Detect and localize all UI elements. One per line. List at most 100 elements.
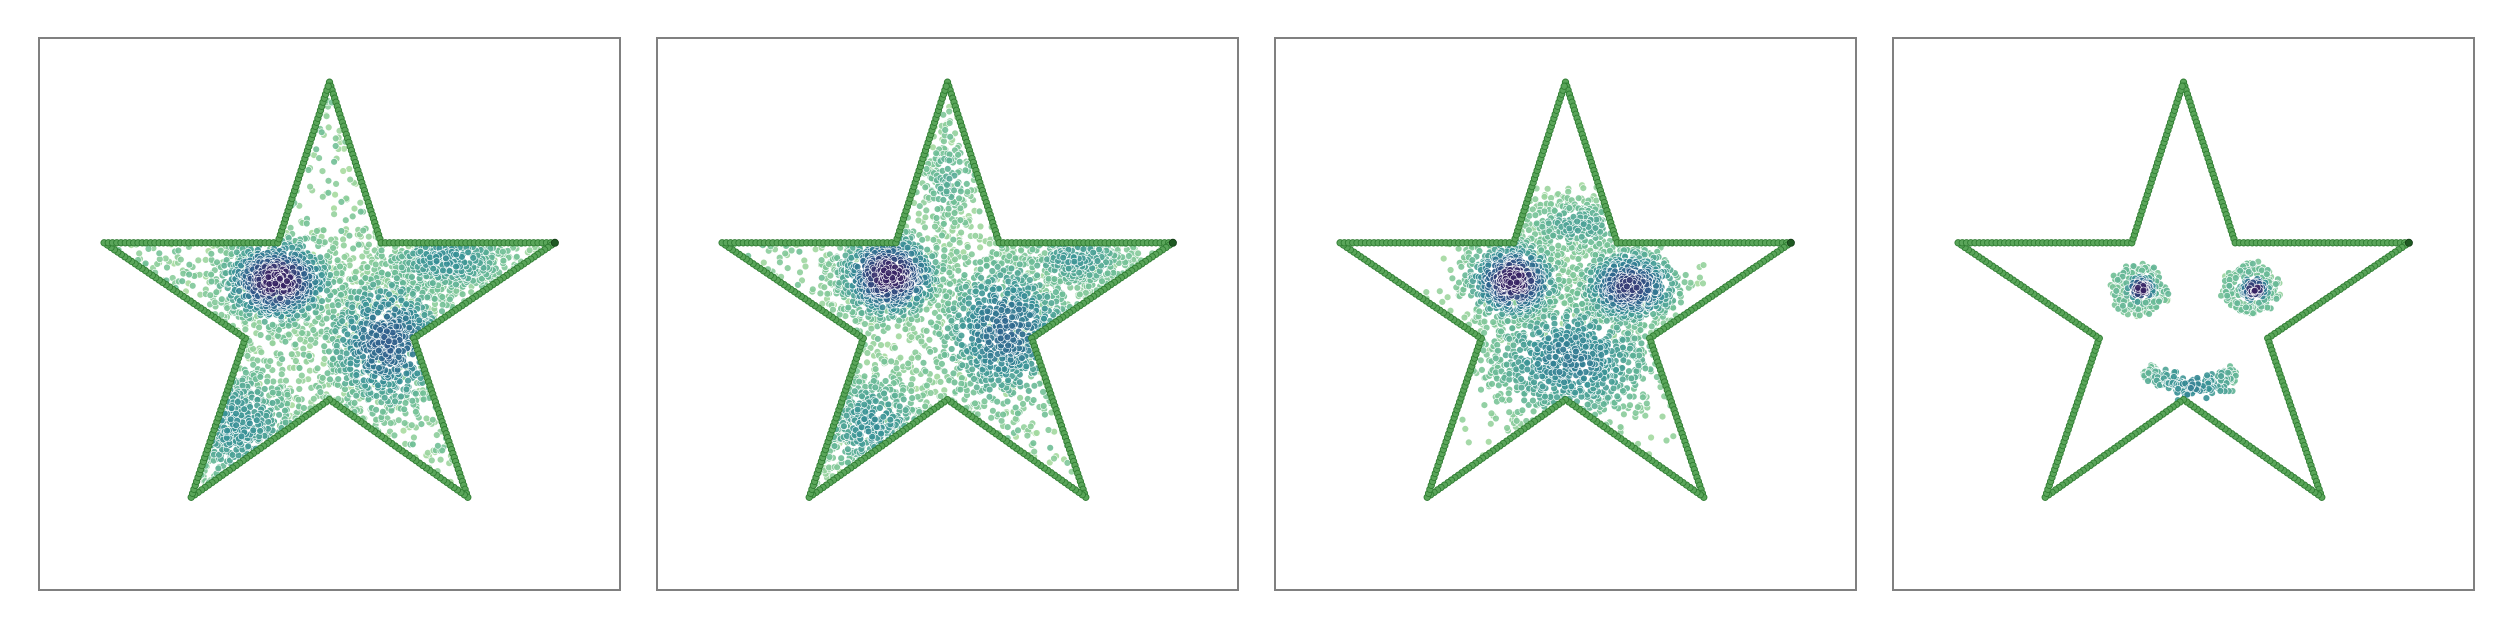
scatter-point (366, 241, 373, 248)
scatter-point (937, 379, 944, 386)
scatter-point (920, 359, 927, 366)
scatter-point (250, 427, 257, 434)
scatter-point (470, 255, 477, 262)
scatter-point (964, 244, 971, 251)
scatter-point (365, 307, 372, 314)
scatter-point (983, 256, 990, 263)
scatter-point (956, 158, 963, 165)
scatter-point (1006, 253, 1013, 260)
scatter-point (923, 207, 930, 214)
scatter-point (439, 294, 446, 301)
scatter-point (287, 224, 294, 231)
scatter-point (927, 348, 934, 355)
scatter-point (988, 414, 995, 421)
scatter-point (296, 386, 303, 393)
scatter-point (1004, 398, 1011, 405)
scatter-point (945, 300, 952, 307)
scatter-point (360, 326, 367, 333)
scatter-point (288, 351, 295, 358)
scatter-point (319, 168, 326, 175)
scatter-point (957, 188, 964, 195)
scatter-point (1126, 253, 1133, 260)
scatter-point (277, 295, 284, 302)
scatter-point (376, 365, 383, 372)
scatter-point (784, 265, 791, 272)
scatter-point (320, 227, 327, 234)
scatter-point (330, 245, 337, 252)
scatter-point (1099, 278, 1106, 285)
scatter-point (265, 334, 272, 341)
scatter-point (239, 382, 246, 389)
scatter-point (342, 217, 349, 224)
scatter-point (326, 348, 333, 355)
scatter-point (923, 328, 930, 335)
scatter-point (224, 427, 231, 434)
scatter-point (968, 251, 975, 258)
scatter-point (372, 261, 379, 268)
scatter-point (977, 244, 984, 251)
scatter-point (933, 215, 940, 222)
scatter-point (922, 368, 929, 375)
scatter-point (439, 308, 446, 315)
scatter-point (952, 256, 959, 263)
scatter-point (1029, 246, 1036, 253)
scatter-point (1051, 276, 1058, 283)
scatter-point (325, 177, 332, 184)
scatter-point (932, 223, 939, 230)
scatter-point (324, 370, 331, 377)
scatter-point (338, 291, 345, 298)
scatter-point (412, 390, 419, 397)
scatter-point (351, 400, 358, 407)
scatter-point (1033, 430, 1040, 437)
scatter-point (301, 405, 308, 412)
scatter-point (414, 370, 421, 377)
scatter-point (439, 301, 446, 308)
scatter-point (221, 262, 228, 269)
scatter-point (332, 328, 339, 335)
scatter-point (893, 365, 900, 372)
scatter-point (430, 265, 437, 272)
scatter-point (818, 274, 825, 281)
scatter-point (236, 288, 243, 295)
scatter-point (189, 282, 196, 289)
scatter-point (156, 250, 163, 257)
scatter-point (941, 247, 948, 254)
scatter-point (916, 203, 923, 210)
scatter-point (955, 267, 962, 274)
scatter-point (389, 282, 396, 289)
scatter-point (242, 326, 249, 333)
scatter-point (340, 337, 347, 344)
scatter-point (915, 210, 922, 217)
scatter-point (788, 247, 795, 254)
scatter-point (360, 227, 367, 234)
scatter-point (351, 205, 358, 212)
scatter-point (881, 358, 888, 365)
scatter-point (339, 284, 346, 291)
scatter-point (1042, 411, 1049, 418)
scatter-point (998, 417, 1005, 424)
scatter-point (186, 261, 193, 268)
scatter-point (316, 155, 323, 162)
scatter-point (362, 275, 369, 282)
scatter-point (427, 254, 434, 261)
scatter-point (207, 292, 214, 299)
scatter-point (322, 334, 329, 341)
scatter-point (233, 410, 240, 417)
scatter-point (421, 312, 428, 319)
scatter-point (1015, 410, 1022, 417)
scatter-point (416, 317, 423, 324)
scatter-point (915, 354, 922, 361)
scatter-point (398, 264, 405, 271)
scatter-point (409, 291, 416, 298)
scatter-point (218, 296, 225, 303)
scatter-point (923, 306, 930, 313)
scatter-point (332, 135, 339, 142)
scatter-point (353, 372, 360, 379)
scatter-point (447, 296, 454, 303)
scatter-point (257, 332, 264, 339)
scatter-point (393, 323, 400, 330)
scatter-point (453, 263, 460, 270)
scatter-point (951, 210, 958, 217)
scatter-point (500, 257, 507, 264)
scatter-point (821, 284, 828, 291)
